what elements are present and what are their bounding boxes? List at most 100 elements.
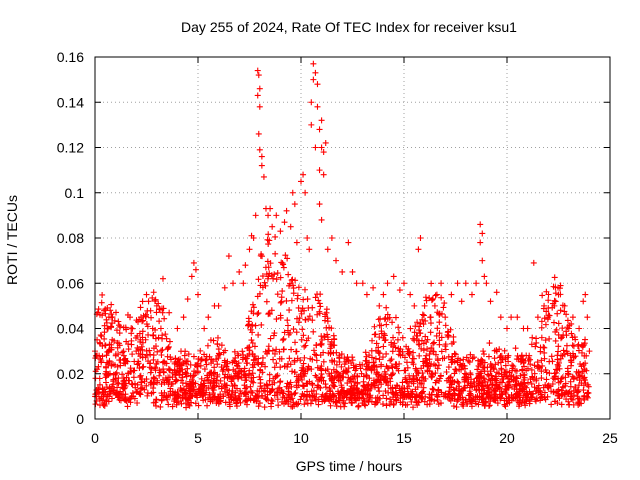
data-point bbox=[379, 401, 386, 408]
data-point bbox=[328, 235, 335, 241]
data-point bbox=[108, 311, 115, 318]
data-point bbox=[290, 282, 297, 289]
data-point bbox=[107, 388, 114, 395]
data-point bbox=[290, 399, 297, 406]
data-point bbox=[430, 386, 437, 393]
y-tick-label: 0.16 bbox=[57, 49, 84, 65]
data-point bbox=[486, 403, 493, 410]
data-point bbox=[467, 351, 474, 358]
data-point bbox=[235, 352, 242, 359]
data-point bbox=[531, 362, 538, 369]
data-point bbox=[122, 324, 129, 331]
data-point bbox=[324, 366, 331, 373]
data-point bbox=[441, 300, 448, 307]
data-point bbox=[257, 366, 264, 373]
data-point bbox=[233, 385, 240, 392]
data-point bbox=[363, 363, 370, 370]
data-point bbox=[316, 300, 323, 307]
data-point bbox=[157, 325, 164, 332]
data-point bbox=[142, 354, 149, 361]
data-point bbox=[279, 337, 286, 344]
data-point bbox=[492, 361, 499, 368]
data-point bbox=[324, 395, 331, 402]
data-point bbox=[418, 345, 425, 352]
data-point bbox=[318, 216, 325, 223]
data-point bbox=[390, 334, 397, 341]
data-point bbox=[220, 366, 227, 373]
data-point bbox=[304, 388, 311, 395]
data-point bbox=[420, 362, 427, 369]
data-point bbox=[475, 401, 482, 408]
data-point bbox=[250, 304, 257, 311]
data-point bbox=[265, 212, 272, 219]
data-point bbox=[428, 360, 435, 367]
data-point bbox=[188, 380, 195, 387]
data-point bbox=[203, 361, 210, 368]
data-point bbox=[530, 259, 537, 266]
data-point bbox=[293, 373, 300, 380]
data-point bbox=[269, 223, 276, 230]
data-point bbox=[225, 391, 232, 398]
data-point bbox=[107, 346, 114, 353]
data-point bbox=[255, 276, 262, 283]
data-point bbox=[430, 340, 437, 347]
data-point bbox=[236, 393, 243, 400]
data-point bbox=[479, 230, 486, 237]
data-point bbox=[315, 396, 322, 403]
data-point bbox=[162, 331, 169, 338]
data-point bbox=[281, 219, 288, 226]
data-point bbox=[524, 365, 531, 372]
data-point bbox=[445, 391, 452, 398]
data-point bbox=[506, 399, 513, 406]
data-point bbox=[179, 374, 186, 381]
data-point bbox=[404, 364, 411, 371]
data-point bbox=[104, 325, 111, 332]
data-point bbox=[301, 343, 308, 350]
data-point bbox=[468, 396, 475, 403]
data-point bbox=[268, 388, 275, 395]
data-point bbox=[159, 346, 166, 353]
data-point bbox=[264, 236, 271, 243]
data-point bbox=[401, 280, 407, 287]
data-point bbox=[142, 336, 149, 343]
data-point bbox=[387, 378, 394, 385]
data-point bbox=[139, 346, 146, 353]
data-point bbox=[271, 364, 278, 371]
data-point bbox=[336, 397, 343, 404]
data-point bbox=[505, 352, 512, 359]
data-point bbox=[549, 358, 556, 365]
data-point bbox=[254, 387, 261, 394]
data-point bbox=[233, 400, 240, 407]
data-point bbox=[416, 330, 423, 337]
data-point bbox=[289, 276, 296, 283]
data-point bbox=[147, 307, 154, 314]
data-point bbox=[156, 367, 163, 374]
data-point bbox=[221, 374, 228, 381]
data-point bbox=[188, 273, 195, 280]
data-point bbox=[279, 288, 286, 295]
data-point bbox=[165, 374, 172, 381]
data-point bbox=[360, 395, 367, 402]
data-point bbox=[145, 331, 152, 338]
data-point bbox=[259, 359, 266, 366]
x-tick-label: 15 bbox=[396, 430, 412, 446]
data-point bbox=[150, 381, 157, 388]
data-point bbox=[255, 394, 262, 401]
data-point bbox=[95, 386, 102, 393]
x-tick-label: 0 bbox=[91, 430, 99, 446]
data-point bbox=[528, 380, 535, 387]
data-point bbox=[143, 382, 150, 389]
data-point bbox=[373, 340, 380, 347]
data-point bbox=[339, 268, 346, 275]
data-point bbox=[383, 304, 390, 311]
data-point bbox=[318, 144, 325, 151]
data-point bbox=[428, 374, 435, 381]
data-point bbox=[387, 357, 394, 364]
data-point bbox=[368, 354, 375, 361]
data-point bbox=[394, 336, 401, 343]
data-point bbox=[145, 298, 152, 305]
data-point bbox=[107, 323, 114, 330]
data-point bbox=[184, 358, 191, 365]
data-point bbox=[124, 403, 131, 410]
data-point bbox=[429, 348, 436, 355]
